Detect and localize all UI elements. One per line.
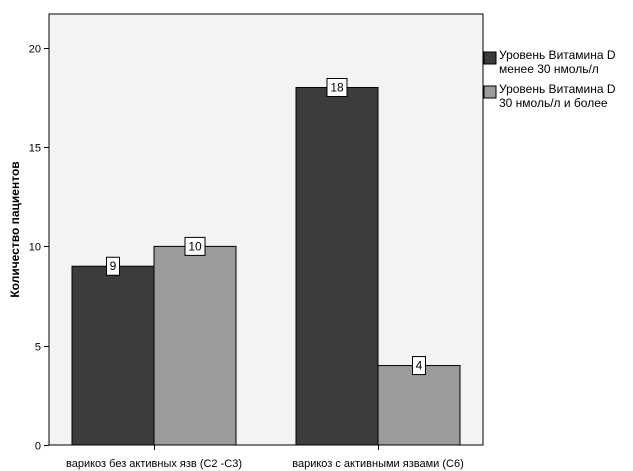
data-label: 4 (416, 359, 423, 373)
legend-label: Уровень Витамина D (499, 48, 616, 62)
bar (377, 365, 461, 446)
data-label-box (326, 77, 348, 97)
legend-label: Уровень Витамина D (499, 82, 616, 96)
y-tick-label: 15 (29, 143, 41, 155)
x-tick-label: варикоз без активных язв (C2 -C3) (66, 458, 242, 470)
bar (153, 245, 237, 446)
data-label: 10 (188, 239, 202, 253)
legend-label: 30 нмоль/л и более (499, 96, 608, 110)
data-label: 9 (110, 259, 117, 273)
y-tick-label: 0 (35, 441, 41, 453)
x-tick-label: варикоз с активными язвами (C6) (292, 458, 464, 470)
legend-swatch (483, 51, 497, 65)
bar (71, 265, 155, 446)
y-tick-label: 10 (29, 242, 41, 254)
legend-label: менее 30 нмоль/л (499, 62, 599, 76)
data-label-box (184, 236, 206, 256)
legend-swatch (483, 85, 497, 99)
y-tick-label: 5 (35, 342, 41, 354)
y-tick-label: 20 (29, 44, 41, 56)
data-label: 18 (330, 80, 344, 94)
y-axis-title: Количество пациентов (8, 161, 22, 297)
data-label-box (412, 356, 426, 376)
data-label-box (106, 256, 120, 276)
bar (295, 86, 379, 446)
